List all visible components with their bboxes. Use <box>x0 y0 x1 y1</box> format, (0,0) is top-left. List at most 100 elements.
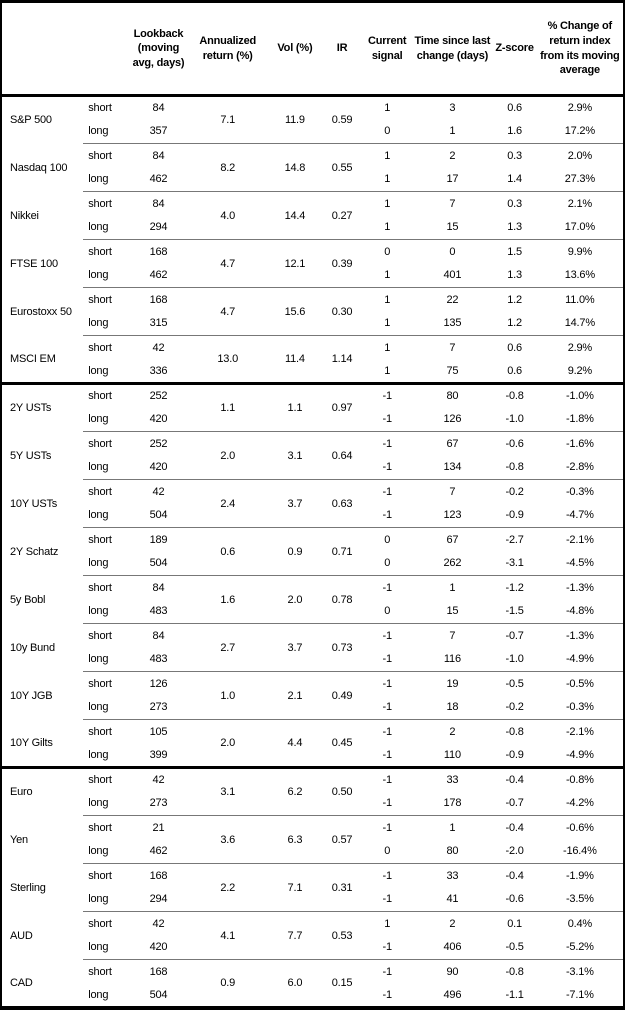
time-since-cell: 2 <box>449 917 456 930</box>
table-row: Nasdaq 100 short 84 8.2 14.8 0.55 1 2 0.3 2.0% <box>1 143 624 192</box>
lookback-cell: 126 <box>149 677 168 690</box>
time-since-cell: 33 <box>446 869 459 882</box>
z-score-cell: -1.0 <box>492 407 537 432</box>
horizon-cell: long <box>83 455 130 480</box>
signal-cell: 1 <box>362 167 413 192</box>
signal-cell: 1 <box>362 359 413 385</box>
asset-name-cell: CAD <box>1 959 84 1009</box>
annualized-return-cell: 1.0 <box>187 671 268 720</box>
annualized-return-cell: 3.1 <box>187 767 268 816</box>
lookback-cell: 168 <box>149 869 168 882</box>
horizon-cell: long <box>83 167 130 192</box>
pct-change-cell: -1.0% <box>565 390 594 403</box>
table-row: long 462 1 17 1.4 27.3% <box>1 167 624 192</box>
time-since-cell: 2 <box>449 725 456 738</box>
time-since-cell: 406 <box>412 935 493 960</box>
lookback-cell: 168 <box>149 965 168 978</box>
lookback-cell: 462 <box>129 839 188 864</box>
pct-change-cell: 9.2% <box>536 359 624 385</box>
ir-cell: 0.30 <box>321 287 363 336</box>
pct-change-cell: 9.9% <box>567 245 592 258</box>
signal-cell: -1 <box>382 437 392 450</box>
time-since-cell: 1 <box>412 119 493 144</box>
asset-name-cell: Nikkei <box>10 209 39 222</box>
table-row: long 504 -1 123 -0.9 -4.7% <box>1 503 624 528</box>
signal-cell: -1 <box>362 695 413 720</box>
signal-cell: 0 <box>362 119 413 144</box>
annualized-return-cell: 4.1 <box>187 911 268 960</box>
pct-change-cell: 27.3% <box>536 167 624 192</box>
time-since-cell: 178 <box>412 791 493 816</box>
horizon-cell: short <box>88 629 112 642</box>
vol-cell: 7.7 <box>267 911 322 960</box>
time-since-cell: 67 <box>446 437 459 450</box>
table-row: long 483 0 15 -1.5 -4.8% <box>1 599 624 624</box>
table-row: long 273 -1 178 -0.7 -4.2% <box>1 791 624 816</box>
lookback-cell: 252 <box>149 437 168 450</box>
horizon-cell: long <box>83 983 130 1009</box>
table-row: long 483 -1 116 -1.0 -4.9% <box>1 647 624 672</box>
pct-change-cell: -3.5% <box>536 887 624 912</box>
ir-cell: 0.97 <box>321 383 363 432</box>
pct-change-cell: 2.1% <box>567 197 592 210</box>
z-score-cell: -2.0 <box>492 839 537 864</box>
lookback-cell: 357 <box>129 119 188 144</box>
asset-name-cell: MSCI EM <box>1 335 84 385</box>
signal-cell: 1 <box>384 102 391 115</box>
table-row: long 504 -1 496 -1.1 -7.1% <box>1 983 624 1009</box>
ir-cell: 0.45 <box>321 719 363 769</box>
horizon-cell: long <box>83 935 130 960</box>
vol-cell: 3.7 <box>267 479 322 528</box>
table-row: 2Y Schatz short 189 0.6 0.9 0.71 0 67 -2.7 -2.1% <box>1 527 624 576</box>
asset-name-cell: Sterling <box>10 881 46 894</box>
pct-change-cell: 11.0% <box>565 293 595 306</box>
horizon-cell: short <box>88 245 112 258</box>
pct-change-cell: -0.8% <box>565 774 594 787</box>
lookback-cell: 420 <box>129 407 188 432</box>
horizon-cell: short <box>88 102 112 115</box>
table-row: long 315 1 135 1.2 14.7% <box>1 311 624 336</box>
z-score-cell: -0.4 <box>505 869 524 882</box>
time-since-cell: 22 <box>446 293 459 306</box>
pct-change-cell: -1.3% <box>565 629 594 642</box>
annualized-return-cell: 0.6 <box>187 527 268 576</box>
signal-cell: 0 <box>362 599 413 624</box>
table-row: AUD short 42 4.1 7.7 0.53 1 2 0.1 0.4% <box>1 911 624 960</box>
header-time-since: Time since last change (days) <box>412 1 493 97</box>
pct-change-cell: -2.1% <box>565 725 594 738</box>
pct-change-cell: -4.9% <box>536 743 624 769</box>
annualized-return-cell: 0.9 <box>187 959 268 1009</box>
z-score-cell: -0.8 <box>505 725 524 738</box>
signal-cell: -1 <box>362 503 413 528</box>
header-asset <box>1 1 84 97</box>
table-row: 2Y USTs short 252 1.1 1.1 0.97 -1 80 -0.8 -1.0% <box>1 383 624 432</box>
asset-name-cell: 2Y USTs <box>10 402 52 415</box>
z-score-cell: -0.8 <box>505 965 524 978</box>
vol-cell: 6.3 <box>267 815 322 864</box>
signal-cell: 0 <box>362 551 413 576</box>
vol-cell: 12.1 <box>267 239 322 288</box>
asset-name-cell: FTSE 100 <box>10 257 58 270</box>
lookback-cell: 42 <box>152 485 165 498</box>
horizon-cell: long <box>83 263 130 288</box>
lookback-cell: 504 <box>129 503 188 528</box>
table-row: long 357 0 1 1.6 17.2% <box>1 119 624 144</box>
lookback-cell: 42 <box>152 774 165 787</box>
header-row: Lookback (moving avg, days) Annualized r… <box>1 1 624 97</box>
lookback-cell: 84 <box>152 581 165 594</box>
z-score-cell: 0.6 <box>507 341 522 354</box>
pct-change-cell: -3.1% <box>565 965 594 978</box>
horizon-cell: long <box>83 119 130 144</box>
time-since-cell: 15 <box>412 215 493 240</box>
horizon-cell: short <box>88 293 112 306</box>
lookback-cell: 483 <box>129 647 188 672</box>
vol-cell: 3.1 <box>267 431 322 480</box>
time-since-cell: 33 <box>446 774 459 787</box>
annualized-return-cell: 2.0 <box>187 431 268 480</box>
z-score-cell: 1.4 <box>492 167 537 192</box>
annualized-return-cell: 2.4 <box>187 479 268 528</box>
time-since-cell: 17 <box>412 167 493 192</box>
z-score-cell: -2.7 <box>505 533 524 546</box>
lookback-cell: 84 <box>152 149 165 162</box>
